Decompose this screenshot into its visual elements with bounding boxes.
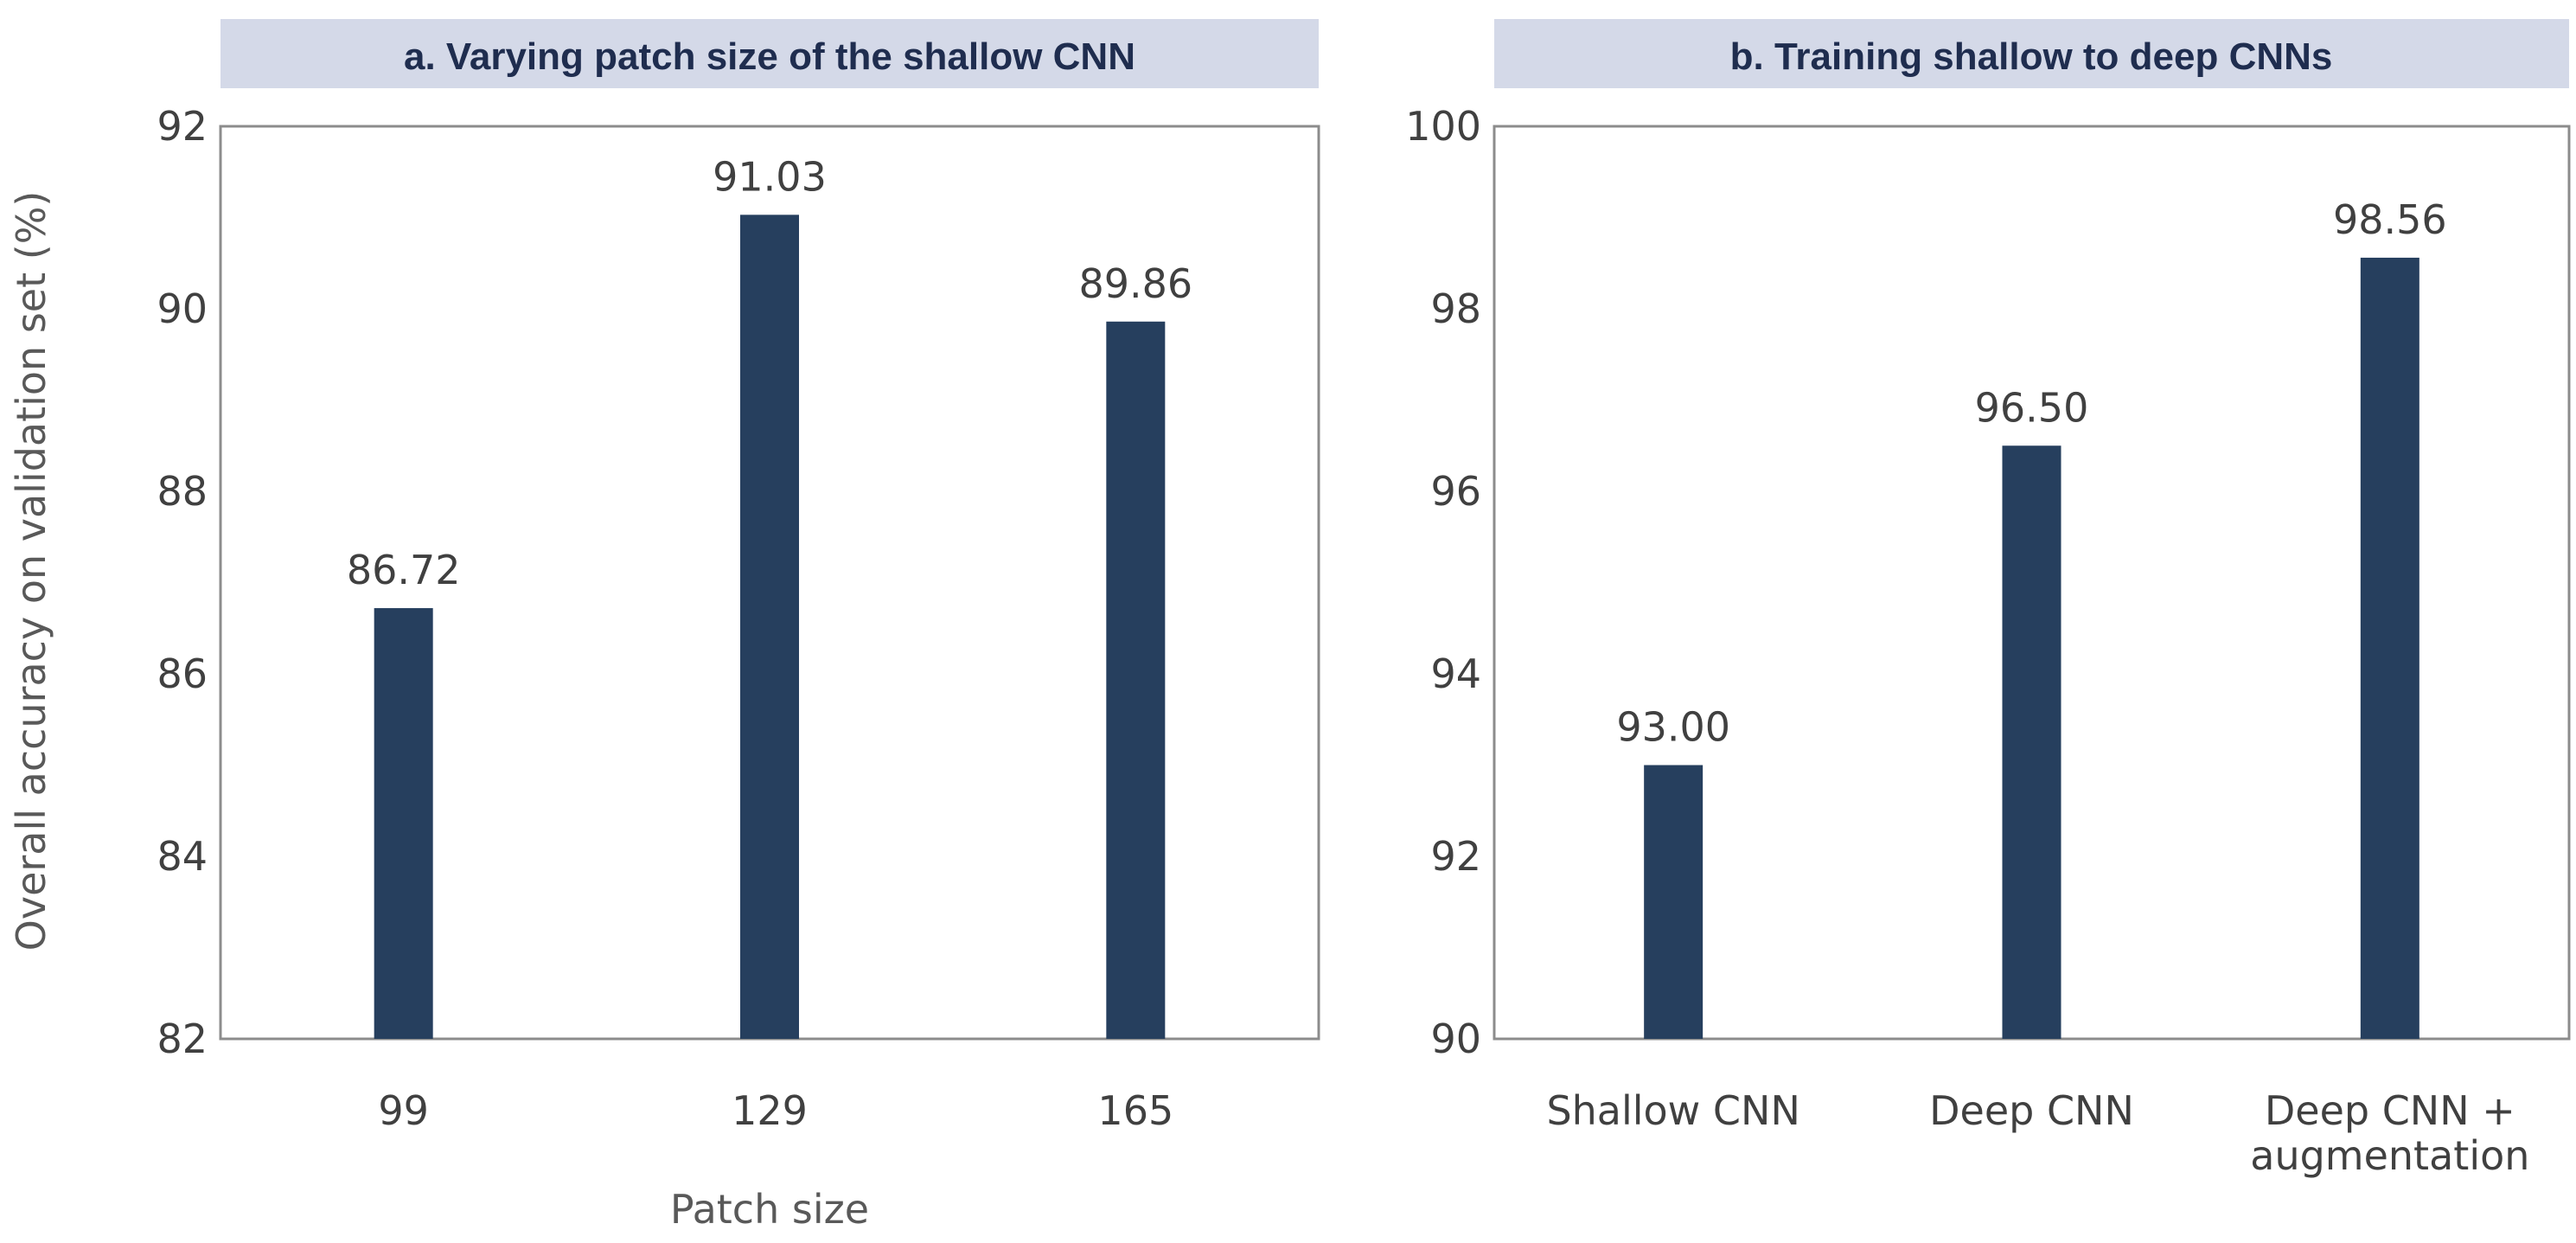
panel-b-y-tick-label: 96	[1430, 468, 1481, 515]
panel-a-title-background	[221, 19, 1319, 88]
panel-b-x-tick-label: Shallow CNN	[1546, 1087, 1799, 1134]
panel-a-data-label: 86.72	[347, 547, 461, 593]
panel-b-y-tick-label: 98	[1430, 285, 1481, 332]
panel-b-x-tick-label: Deep CNN + augmentation	[2250, 1087, 2529, 1179]
panel-b-y-tick-label: 100	[1405, 103, 1481, 150]
panel-a-title: a. Varying patch size of the shallow CNN	[404, 35, 1135, 78]
panel-a-y-tick-label: 88	[157, 468, 208, 515]
panel-b-y-tick-label: 94	[1430, 650, 1481, 697]
panel-a-bar	[740, 215, 799, 1039]
panel-b-bar	[2002, 445, 2061, 1039]
panel-b-data-label: 98.56	[2333, 196, 2447, 243]
panel-a: a. Varying patch size of the shallow CNN…	[157, 19, 1320, 1233]
panel-a-x-tick-label: 129	[732, 1087, 808, 1134]
panel-a-data-label: 89.86	[1078, 260, 1192, 307]
panel-a-y-tick-label: 90	[157, 285, 208, 332]
panel-b-y-tick-label: 92	[1430, 833, 1481, 880]
panel-a-x-axis-label: Patch size	[670, 1186, 869, 1233]
panel-a-y-tick-label: 82	[157, 1016, 208, 1062]
panel-b-title: b. Training shallow to deep CNNs	[1730, 35, 2333, 78]
panel-a-data-label: 91.03	[713, 153, 827, 200]
panel-a-y-tick-label: 86	[157, 650, 208, 697]
panel-b-bar	[2360, 257, 2419, 1039]
panel-a-y-tick-label: 84	[157, 833, 208, 880]
panel-b-title-background	[1494, 19, 2569, 88]
y-axis-label: Overall accuracy on validation set (%)	[8, 191, 54, 951]
panel-b: b. Training shallow to deep CNNs 93.00 96…	[1405, 19, 2571, 1179]
panel-b-data-label: 93.00	[1616, 704, 1730, 751]
panel-b-data-label: 96.50	[1975, 384, 2089, 431]
panel-a-x-tick-label: 165	[1097, 1087, 1173, 1134]
panel-a-y-tick-label: 92	[157, 103, 208, 150]
panel-b-bar	[1644, 765, 1703, 1039]
panel-b-x-tick-label: Deep CNN	[1929, 1087, 2134, 1134]
panel-b-y-tick-label: 90	[1430, 1016, 1481, 1062]
panel-a-bar	[374, 608, 433, 1039]
panel-a-x-tick-label: 99	[378, 1087, 429, 1134]
panel-a-bar	[1106, 321, 1166, 1039]
